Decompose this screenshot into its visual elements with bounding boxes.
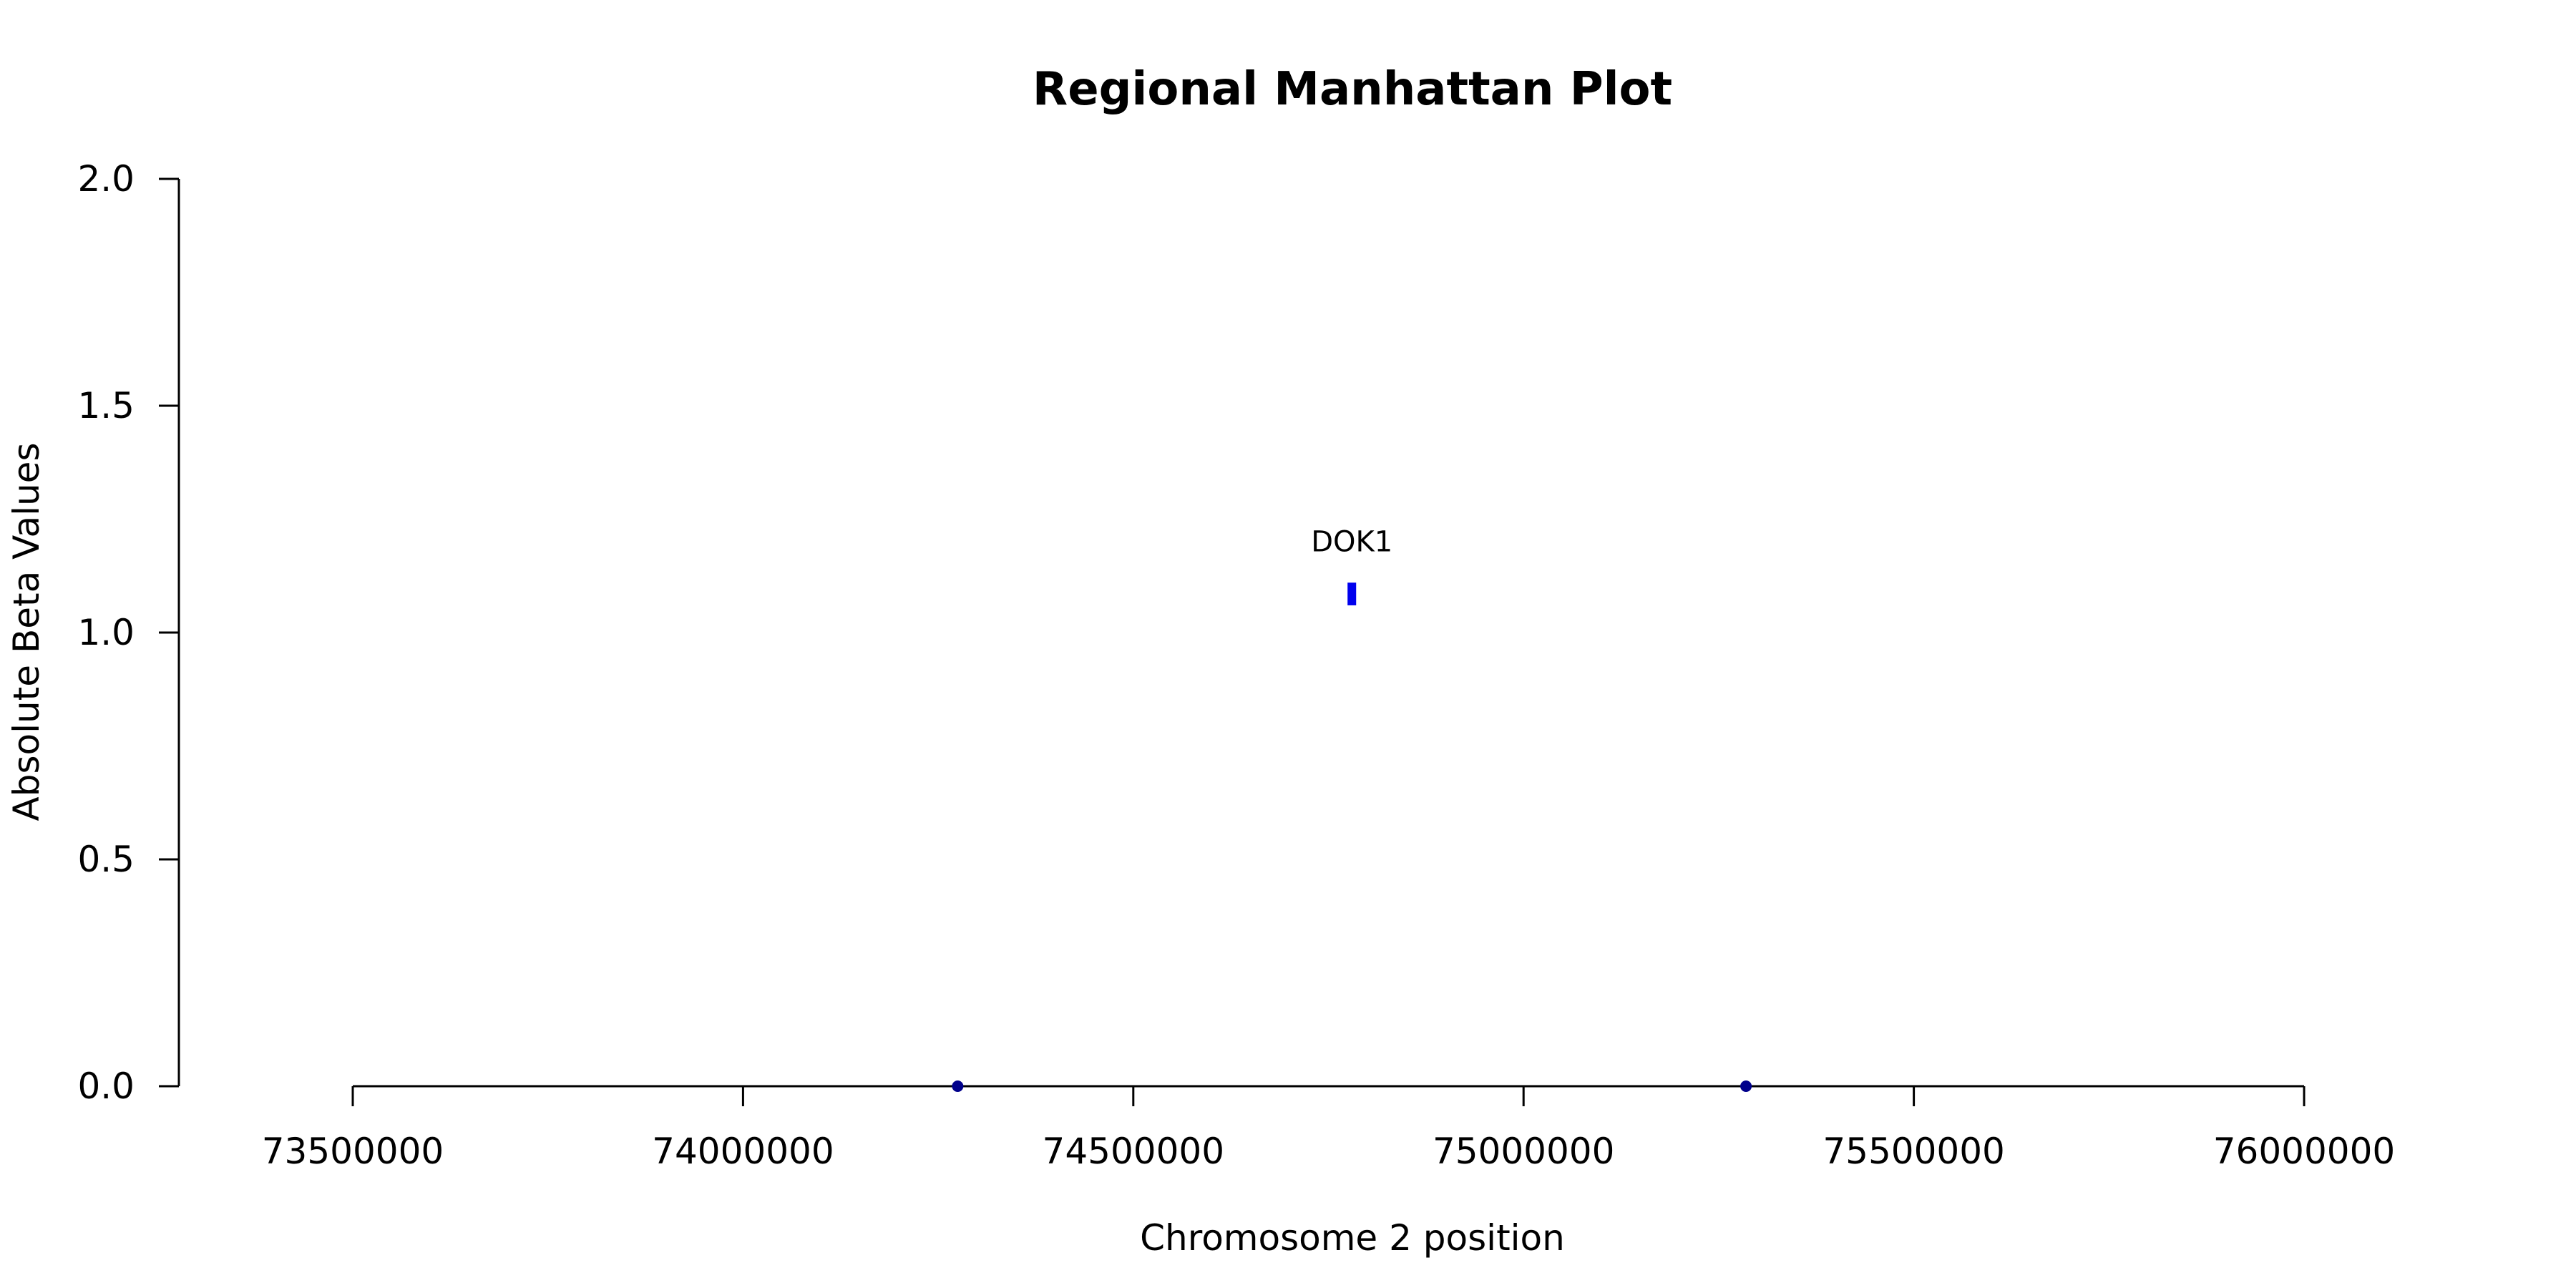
highlight-marker — [1347, 582, 1357, 605]
data-marks: DOK1 — [952, 525, 1752, 1092]
y-tick-label: 0.5 — [77, 839, 135, 880]
x-axis-label: Chromosome 2 position — [1140, 1217, 1565, 1259]
x-tick-label: 75500000 — [1823, 1131, 2005, 1172]
chart-title: Regional Manhattan Plot — [1033, 63, 1672, 116]
x-tick-label: 74000000 — [652, 1131, 834, 1172]
y-tick-label: 2.0 — [77, 158, 135, 200]
y-tick-label: 1.0 — [77, 612, 135, 653]
data-point — [952, 1080, 964, 1092]
data-point — [1740, 1080, 1752, 1092]
x-tick-label: 74500000 — [1043, 1131, 1225, 1172]
gene-label: DOK1 — [1311, 525, 1392, 558]
x-tick-label: 75000000 — [1433, 1131, 1615, 1172]
y-tick-label: 1.5 — [77, 385, 135, 426]
x-tick-label: 73500000 — [262, 1131, 444, 1172]
x-tick-label: 76000000 — [2213, 1131, 2396, 1172]
y-tick-label: 0.0 — [77, 1065, 135, 1107]
y-axis-label: Absolute Beta Values — [6, 443, 47, 821]
axes: 0.0 0.5 1.0 1.5 2.0 73500000 74000000 74500000 7… — [77, 158, 2395, 1172]
